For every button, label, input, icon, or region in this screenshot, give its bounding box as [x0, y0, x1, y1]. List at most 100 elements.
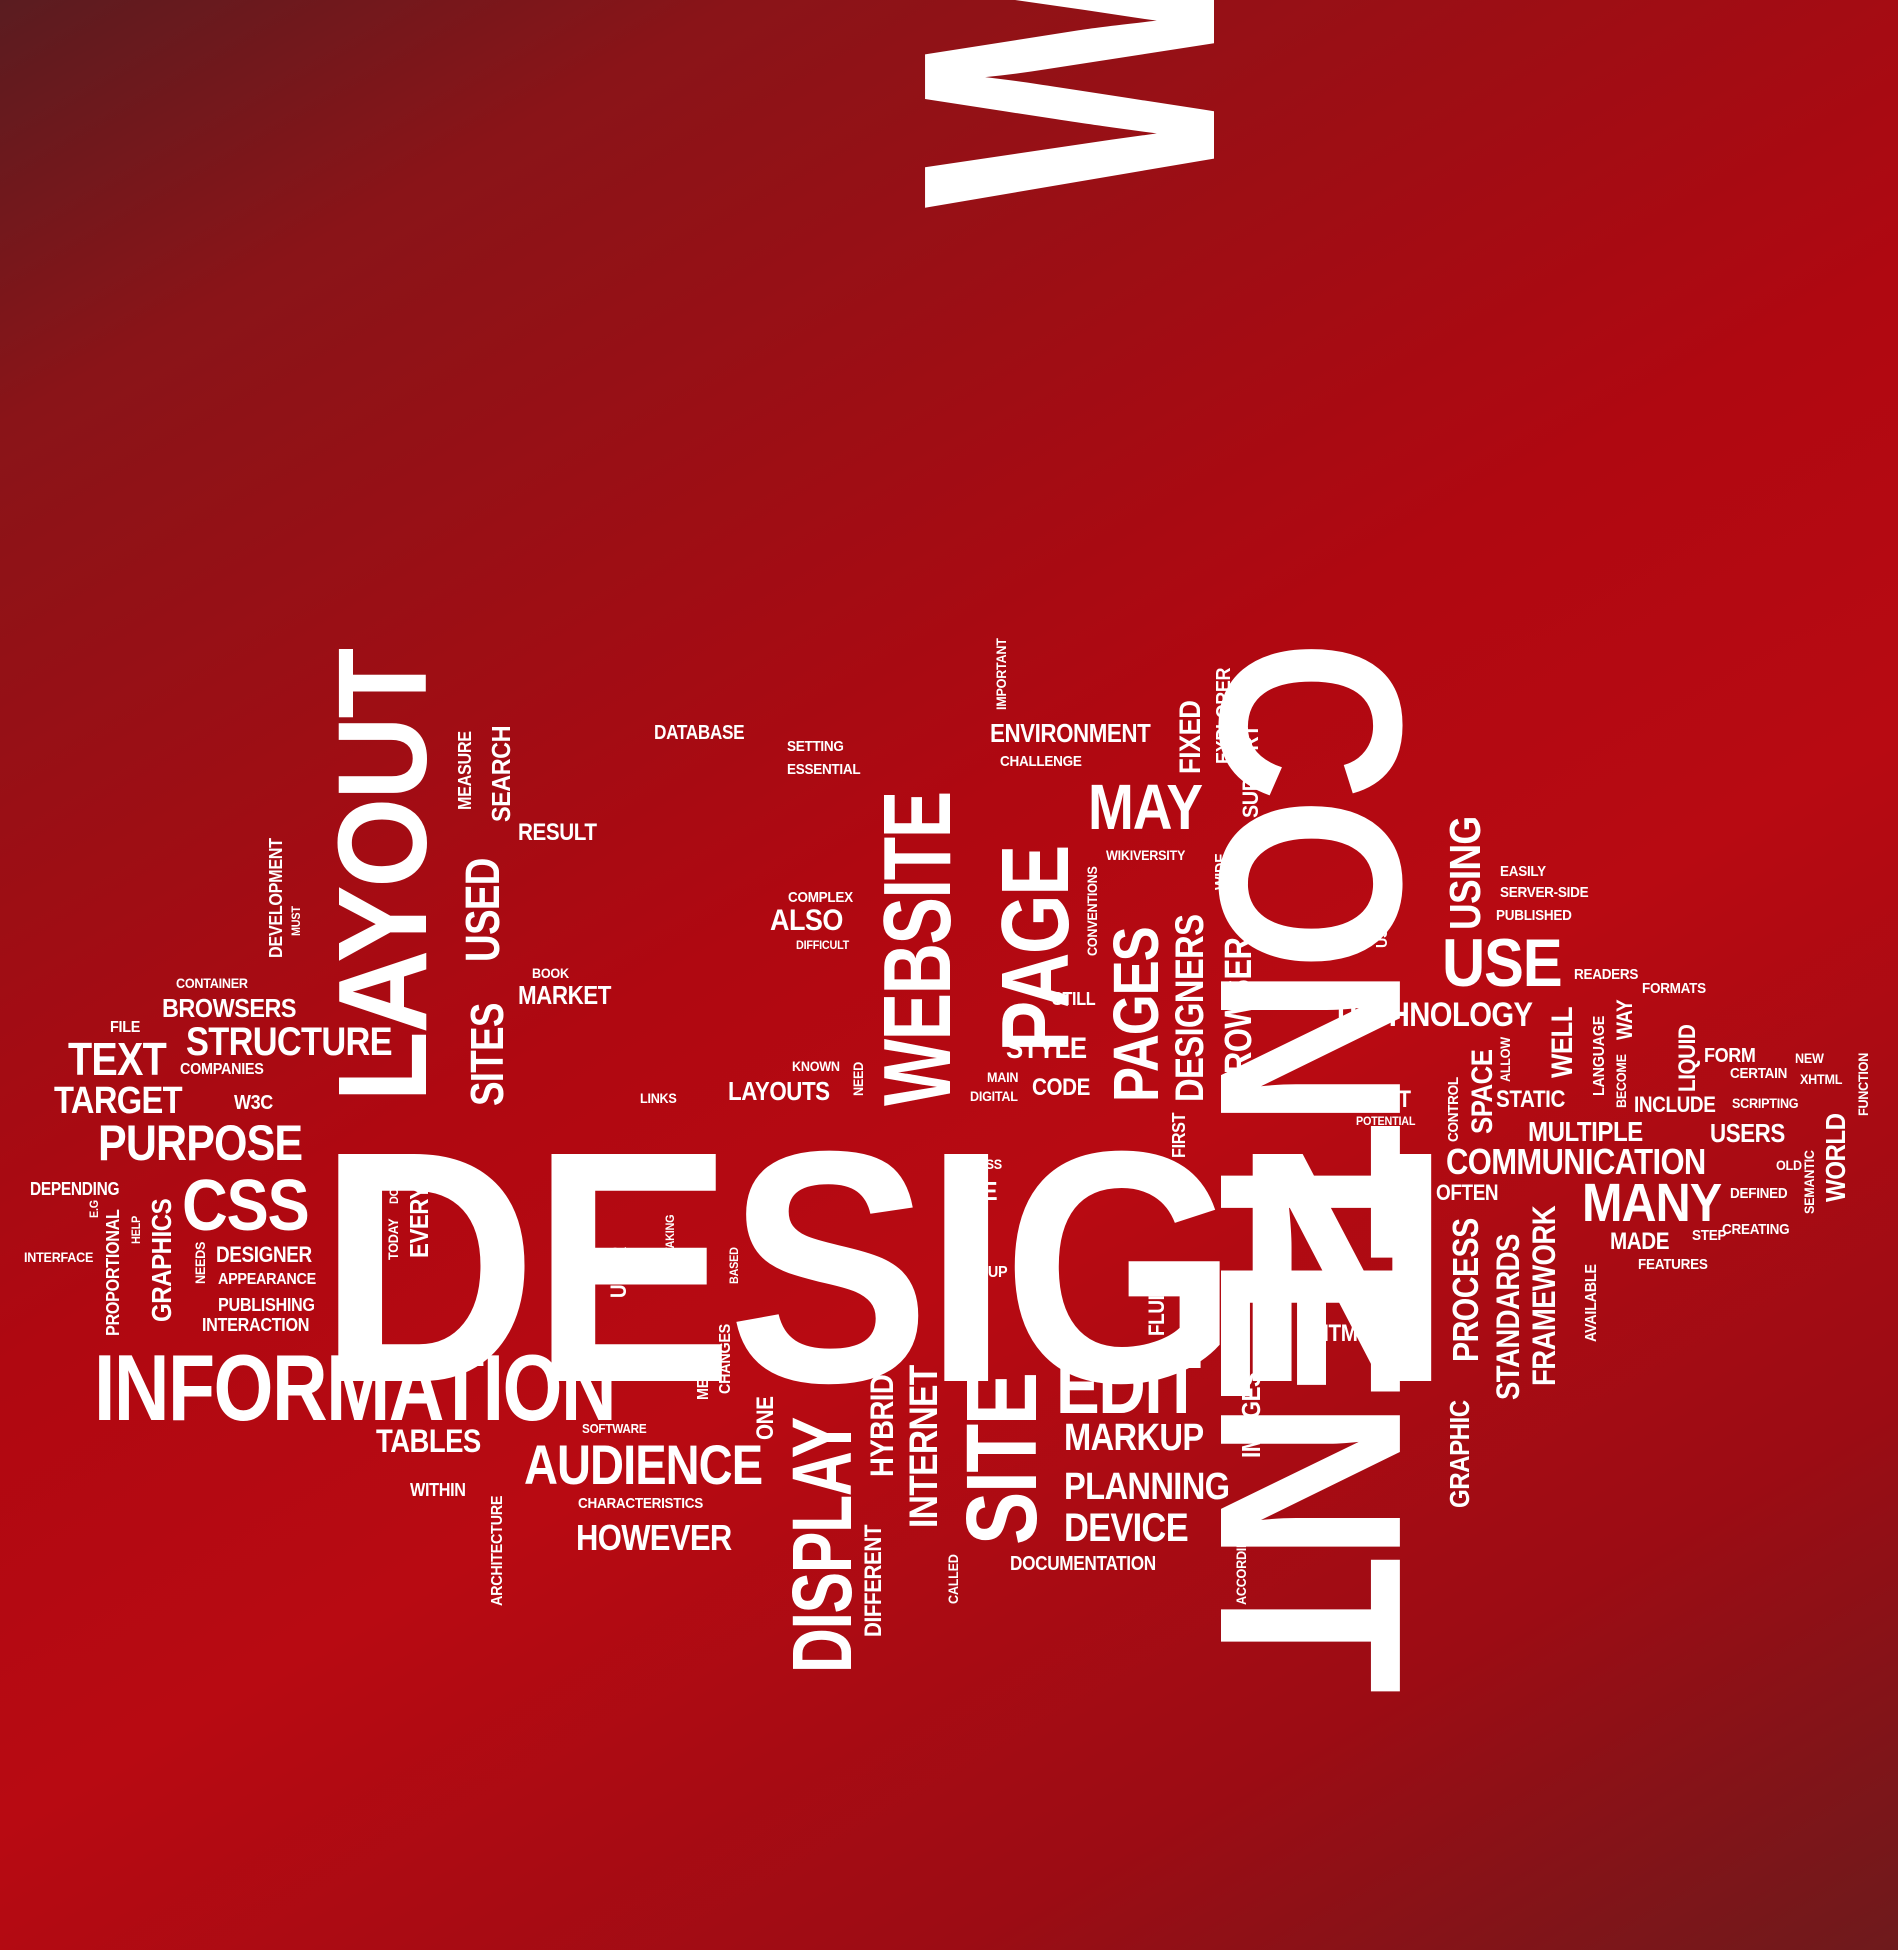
word-designer: DESIGNER: [216, 1242, 312, 1267]
word-style: STYLE: [1006, 1032, 1087, 1065]
word-taking: TAKING: [663, 1214, 677, 1254]
word-technology: TECHNOLOGY: [1332, 996, 1533, 1034]
word-measure: MEASURE: [455, 731, 475, 810]
word-graphic: GRAPHIC: [1444, 1400, 1475, 1508]
word-browsers: BROWSERS: [162, 993, 297, 1023]
word-target: TARGET: [54, 1080, 183, 1122]
word-help: HELP: [129, 1216, 143, 1244]
word-less: LESS: [970, 1156, 1002, 1172]
word-known: KNOWN: [792, 1058, 840, 1074]
word-formats: FORMATS: [1642, 980, 1706, 997]
word-main: MAIN: [987, 1069, 1019, 1085]
word-size: SIZE: [621, 1157, 637, 1184]
word-structure: STRUCTURE: [186, 1020, 393, 1064]
word-new: NEW: [1795, 1050, 1824, 1066]
word-process: PROCESS: [1445, 1218, 1486, 1362]
word-available: AVAILABLE: [1583, 1264, 1600, 1342]
word-needs: NEEDS: [192, 1241, 208, 1284]
word-within: WITHIN: [410, 1480, 466, 1500]
word-according: ACCORDING: [1233, 1529, 1249, 1605]
word-creating: CREATING: [1722, 1221, 1790, 1238]
word-tables: TABLES: [376, 1423, 481, 1459]
word-interaction: INTERACTION: [202, 1315, 310, 1335]
word-graphics: GRAPHICS: [146, 1198, 177, 1322]
word-conventions: CONVENTIONS: [1084, 866, 1100, 956]
word-market: MARKET: [518, 980, 611, 1010]
word-edit: EDIT: [1056, 1342, 1201, 1430]
word-readers: READERS: [1574, 966, 1639, 983]
word-text: TEXT: [68, 1033, 167, 1085]
word-html: HTML: [1314, 1320, 1370, 1347]
word-using: USING: [1441, 816, 1490, 930]
word-hybrid: HYBRID: [864, 1374, 900, 1477]
word-media: MEDIA: [695, 1355, 712, 1400]
word-step: STEP: [1692, 1227, 1727, 1244]
word-may: MAY: [1088, 771, 1203, 843]
word-search: SEARCH: [486, 725, 516, 822]
word-standards: STANDARDS: [1490, 1234, 1526, 1400]
word-called: CALLED: [945, 1554, 961, 1604]
word-use: USE: [1442, 925, 1563, 1001]
word-appearance: APPEARANCE: [218, 1271, 316, 1288]
word-however: HOWEVER: [576, 1517, 732, 1558]
word-software: SOFTWARE: [582, 1421, 647, 1436]
word-companies: COMPANIES: [180, 1061, 264, 1078]
word-important: IMPORTANT: [993, 638, 1009, 710]
word-development: DEVELOPMENT: [266, 838, 286, 958]
word-designers: DESIGNERS: [1168, 914, 1212, 1102]
word-purpose: PURPOSE: [98, 1115, 303, 1171]
word-fixed: FIXED: [1174, 700, 1207, 774]
word-like: LIKE: [948, 1176, 998, 1206]
word-potential: POTENTIAL: [1356, 1114, 1416, 1128]
word-basic: BASIC: [951, 1214, 967, 1252]
word-static: STATIC: [1496, 1086, 1565, 1113]
word-every: EVERY: [404, 1185, 434, 1258]
word-audience: AUDIENCE: [524, 1433, 763, 1496]
word-wikiversity: WIKIVERSITY: [1106, 847, 1186, 863]
word-device: DEVICE: [1064, 1506, 1189, 1550]
word-w3c: W3C: [234, 1092, 273, 1114]
word-book: BOOK: [532, 965, 569, 981]
word-planning: PLANNING: [1064, 1466, 1230, 1508]
word-container: CONTAINER: [176, 975, 248, 991]
word-made: MADE: [1610, 1228, 1670, 1255]
word-also: ALSO: [770, 904, 843, 937]
word-interface: INTERFACE: [24, 1249, 94, 1265]
word-useful: USEFUL: [1374, 892, 1391, 948]
word-site: SITE: [946, 1373, 1058, 1545]
word-users: USERS: [1710, 1118, 1785, 1148]
word-layouts: LAYOUTS: [728, 1076, 830, 1106]
word-explorer: EXPLORER: [1213, 667, 1235, 764]
word-proportional: PROPORTIONAL: [103, 1209, 123, 1336]
word-content: CONTENT: [1165, 640, 1455, 1690]
word-browser: BROWSER: [1218, 937, 1260, 1096]
word-database: DATABASE: [654, 722, 745, 744]
word-result: RESULT: [518, 819, 597, 846]
word-changes: CHANGES: [717, 1323, 734, 1394]
word-css: CSS: [182, 1166, 310, 1246]
word-still: STILL: [1052, 989, 1096, 1009]
word-way: WAY: [1612, 999, 1637, 1040]
word-first: FIRST: [1169, 1112, 1189, 1158]
word-multiple: MULTIPLE: [1528, 1116, 1643, 1147]
word-allow: ALLOW: [1497, 1037, 1513, 1082]
word-digital: DIGITAL: [970, 1088, 1018, 1104]
word-fluid: FLUID: [1144, 1282, 1169, 1336]
word-world: WORLD: [1820, 1113, 1851, 1202]
word-difficult: DIFFICULT: [796, 938, 850, 952]
word-done: DONE: [387, 1173, 401, 1204]
word-display: DISPLAY: [775, 1418, 869, 1673]
word-become: BECOME: [1613, 1054, 1629, 1108]
word-pages: PAGES: [1100, 927, 1172, 1102]
word-published: PUBLISHED: [1496, 907, 1572, 924]
word-complex: COMPLEX: [788, 889, 853, 906]
word-certain: CERTAIN: [1730, 1065, 1788, 1082]
word-challenge: CHALLENGE: [1000, 753, 1082, 770]
word-often: OFTEN: [1436, 1180, 1499, 1205]
word-language: LANGUAGE: [1591, 1015, 1608, 1096]
word-xhtml: XHTML: [1800, 1071, 1843, 1087]
word-space: SPACE: [1466, 1049, 1499, 1134]
word-architecture: ARCHITECTURE: [489, 1495, 506, 1606]
word-framework: FRAMEWORK: [1526, 1205, 1562, 1386]
